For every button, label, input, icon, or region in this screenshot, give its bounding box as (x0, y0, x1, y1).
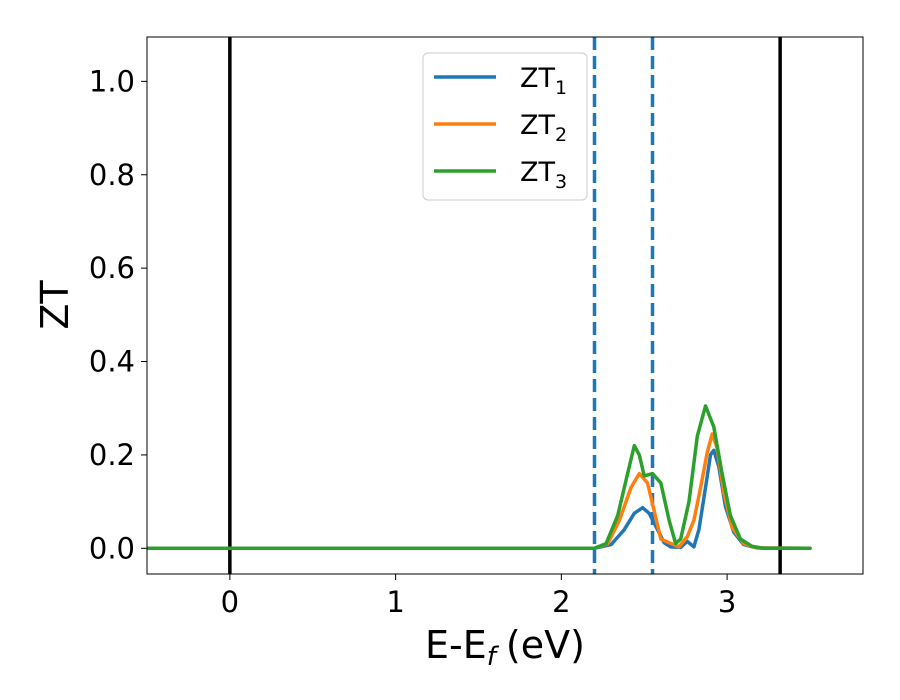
x-axis: 0 1 2 3 (221, 574, 736, 619)
y-tick-label: 0.8 (89, 158, 135, 192)
legend-label-zt1: ZT1 (520, 63, 567, 99)
legend-label-sub: 2 (555, 124, 567, 146)
x-tick-label: 0 (221, 585, 239, 619)
legend-box (422, 52, 588, 201)
legend-label-sub: 3 (555, 171, 567, 193)
y-axis: 0.0 0.2 0.4 0.6 0.8 1.0 (89, 64, 147, 565)
y-tick-label: 0.2 (89, 438, 135, 472)
y-tick-label: 0.6 (89, 251, 135, 285)
series-line-zt3 (147, 404, 812, 551)
x-tick-label: 1 (386, 585, 404, 619)
plot-frame (146, 36, 864, 575)
x-tick-label: 2 (552, 585, 570, 619)
y-tick-label: 0.0 (89, 531, 135, 565)
vertical-lines (228, 37, 782, 574)
y-axis-label: ZT (33, 280, 77, 330)
legend-label-main: ZT (520, 63, 555, 94)
x-axis-label-unit: (eV) (506, 623, 585, 667)
x-tick-label: 3 (718, 585, 736, 619)
series-lines (147, 404, 812, 551)
x-axis-label-main: E-E (425, 623, 487, 667)
legend-label-sub: 1 (555, 77, 567, 99)
y-tick-label: 0.4 (89, 345, 135, 379)
legend-label-main: ZT (520, 110, 555, 141)
x-axis-label: E-Ef (eV) (425, 623, 585, 672)
legend-label-zt2: ZT2 (520, 110, 567, 146)
legend-label-main: ZT (520, 157, 555, 188)
y-tick-label: 1.0 (89, 64, 135, 98)
legend-label-zt3: ZT3 (520, 157, 567, 193)
